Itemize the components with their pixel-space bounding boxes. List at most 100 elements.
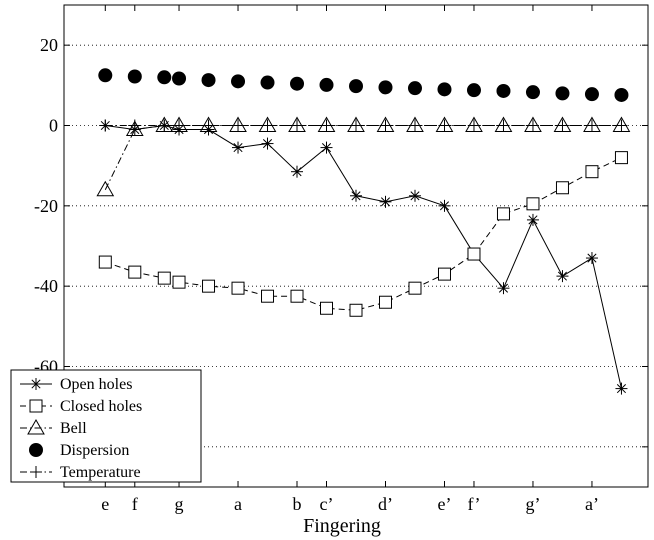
dispersion-point: [496, 83, 511, 98]
dispersion-point: [157, 70, 172, 85]
open-holes-point: [408, 189, 421, 202]
series-closed-holes: [98, 151, 628, 317]
x-tick-label: d’: [378, 494, 393, 514]
closed-holes-point: [378, 295, 392, 309]
dispersion-point: [349, 79, 363, 94]
legend-marker: [30, 378, 42, 390]
open-holes-point: [585, 252, 598, 265]
legend-label: Dispersion: [60, 442, 129, 459]
series-layer: [96, 68, 631, 395]
open-holes-point: [291, 165, 304, 178]
closed-holes-point: [614, 151, 628, 165]
bell-point: [96, 180, 115, 197]
closed-holes-point: [320, 301, 334, 315]
legend: Open holes Closed holes Bell Dispersion Temp…: [10, 369, 202, 483]
open-holes-point: [379, 195, 392, 208]
dispersion-point: [319, 77, 334, 92]
dispersion-point: [437, 82, 452, 97]
temperature-point: [291, 119, 304, 132]
temperature-point: [173, 119, 186, 132]
temperature-point: [99, 119, 112, 132]
x-tick-label: e: [101, 494, 109, 514]
open-holes-point: [350, 189, 362, 202]
legend-marker: [30, 466, 42, 478]
closed-holes-point: [98, 255, 112, 269]
dispersion-point: [201, 73, 216, 88]
dispersion-point: [466, 83, 481, 98]
legend-item-temperature: Temperature: [20, 464, 141, 481]
open-holes-point: [438, 199, 451, 212]
y-tick-label: 0: [49, 116, 58, 136]
closed-holes-point: [231, 281, 245, 295]
series-temperature: [99, 119, 628, 132]
legend-item-dispersion: Dispersion: [29, 442, 129, 459]
closed-holes-point: [585, 165, 599, 179]
closed-holes-point: [261, 289, 275, 303]
temperature-point: [408, 119, 421, 132]
temperature-point: [526, 119, 539, 132]
dispersion-point: [614, 87, 629, 102]
open-holes-point: [232, 141, 245, 154]
temperature-point: [585, 119, 598, 132]
open-holes-point: [320, 141, 333, 154]
open-holes-point: [497, 282, 510, 295]
legend-item-open-holes: Open holes: [20, 376, 132, 393]
temperature-point: [202, 119, 215, 132]
temperature-point: [261, 119, 274, 132]
dispersion-point: [378, 80, 393, 95]
dispersion-point: [525, 85, 540, 100]
x-tick-label: f’: [467, 494, 480, 514]
temperature-point: [350, 119, 362, 132]
legend-marker: [27, 418, 45, 435]
bell-point: [125, 120, 144, 137]
dispersion-point: [127, 69, 142, 84]
legend-label: Temperature: [60, 464, 141, 481]
legend-item-closed-holes: Closed holes: [20, 398, 142, 415]
y-tick-label: -20: [34, 196, 58, 216]
temperature-point: [158, 119, 171, 132]
x-tick-label: g’: [525, 494, 540, 514]
y-tick-label: 20: [40, 35, 58, 55]
dispersion-point: [290, 76, 305, 91]
temperature-point: [438, 119, 451, 132]
series-dispersion: [98, 68, 629, 102]
closed-holes-point: [128, 265, 142, 279]
open-holes-point: [556, 270, 569, 283]
temperature-point: [467, 119, 480, 132]
temperature-point: [379, 119, 392, 132]
x-axis-label: Fingering: [303, 515, 381, 537]
dispersion-point: [98, 68, 113, 83]
series-open-holes: [99, 119, 628, 395]
temperature-point: [232, 119, 245, 132]
closed-holes-point: [290, 289, 304, 303]
closed-holes-point: [408, 281, 422, 295]
plot-frame: [63, 4, 649, 488]
x-axis: e f g a b c’ d’ e’ f’ g’ a’: [101, 5, 599, 514]
open-holes-point: [615, 382, 628, 395]
dispersion-point: [407, 81, 422, 96]
closed-holes-point: [172, 275, 186, 289]
dispersion-point: [584, 87, 599, 102]
dispersion-point: [231, 74, 246, 89]
closed-holes-point: [555, 181, 569, 195]
closed-holes-point: [202, 279, 216, 293]
closed-holes-point: [349, 303, 363, 317]
temperature-point: [556, 119, 569, 132]
x-tick-label: a’: [585, 494, 599, 514]
temperature-point: [128, 119, 141, 132]
legend-label: Closed holes: [60, 398, 142, 415]
x-tick-label: f: [132, 494, 138, 514]
open-holes-point: [526, 213, 539, 226]
open-holes-line: [105, 124, 622, 389]
closed-holes-point: [157, 271, 171, 285]
temperature-point: [497, 119, 510, 132]
y-tick-label: -40: [34, 276, 58, 296]
legend-marker: [29, 443, 43, 457]
x-tick-label: b: [293, 494, 302, 514]
bell-line: [104, 125, 622, 190]
dispersion-point: [260, 75, 275, 90]
temperature-point: [320, 119, 333, 132]
closed-holes-point: [467, 247, 481, 261]
closed-holes-point: [526, 197, 540, 211]
